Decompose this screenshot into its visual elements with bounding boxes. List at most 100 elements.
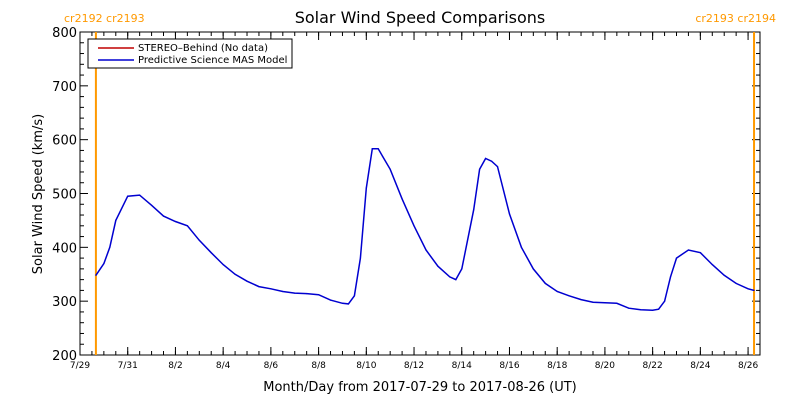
legend-label-mas-model: Predictive Science MAS Model	[138, 55, 287, 66]
cr-marker-label: cr2193 cr2194	[695, 12, 776, 25]
series-point	[455, 279, 457, 281]
series-point	[210, 252, 212, 254]
series-point	[359, 257, 361, 259]
series-point	[318, 294, 320, 296]
x-tick-label: 8/6	[264, 361, 279, 371]
series-point	[628, 307, 630, 309]
series-point	[669, 276, 672, 278]
y-tick-label: 400	[52, 241, 77, 256]
series-point	[347, 303, 349, 305]
x-tick-label: 8/24	[690, 361, 710, 371]
x-tick-label: 8/14	[452, 361, 472, 371]
series-point	[735, 282, 737, 284]
series-point	[604, 302, 606, 304]
series-point	[592, 301, 594, 303]
y-axis-label: Solar Wind Speed (km/s)	[31, 114, 46, 274]
series-point	[508, 213, 511, 215]
y-tick-label: 700	[52, 80, 77, 95]
x-tick-label: 7/29	[70, 361, 90, 371]
series-line-1	[95, 148, 755, 312]
cr-marker-label: cr2192 cr2193	[64, 12, 145, 25]
series-point	[747, 288, 749, 290]
series-point	[532, 268, 534, 270]
series-point	[341, 302, 344, 304]
series-point	[139, 194, 141, 196]
series-point	[496, 166, 499, 168]
series-point	[461, 268, 463, 270]
series-point	[699, 252, 702, 254]
series-point	[234, 273, 236, 275]
series-point	[377, 148, 379, 150]
series-point	[115, 219, 117, 221]
series-point	[222, 264, 224, 266]
series-point	[723, 274, 725, 276]
series-point	[413, 225, 415, 227]
legend-label-stereo-behind: STEREO–Behind (No data)	[138, 43, 268, 54]
series-point	[109, 246, 111, 248]
plot-frame	[79, 31, 761, 356]
series-point	[198, 239, 200, 241]
series-point	[485, 157, 487, 160]
x-tick-label: 8/4	[216, 361, 231, 371]
legend: STEREO–Behind (No data) Predictive Scien…	[87, 38, 293, 69]
series-point	[282, 290, 284, 293]
series-point	[449, 276, 451, 278]
x-tick-label: 8/18	[547, 361, 567, 371]
x-tick-label: 8/2	[168, 361, 182, 371]
x-tick-label: 7/31	[118, 361, 138, 371]
x-tick-label: 8/22	[643, 361, 663, 371]
series-point	[652, 309, 654, 311]
series-point	[580, 299, 582, 301]
chart-title: Solar Wind Speed Comparisons	[295, 8, 546, 27]
series-point	[246, 280, 248, 282]
series-point	[365, 187, 367, 189]
series-point	[95, 274, 97, 276]
series-point	[568, 295, 570, 297]
series-point	[473, 209, 475, 211]
series-point	[664, 300, 666, 302]
y-tick-label: 500	[52, 188, 77, 203]
series-point	[270, 288, 272, 290]
y-tick-label: 300	[52, 295, 77, 310]
series-point	[687, 249, 690, 251]
x-tick-label: 8/20	[595, 361, 615, 371]
x-tick-label: 8/8	[311, 361, 326, 371]
series-point	[640, 309, 642, 311]
series-point	[306, 293, 308, 295]
x-tick-label: 8/12	[404, 361, 424, 371]
series-point	[437, 265, 439, 267]
series-point	[616, 302, 618, 304]
series-point	[401, 198, 403, 200]
series-point	[103, 262, 105, 265]
y-tick-label: 600	[52, 134, 77, 149]
series-point	[711, 264, 713, 266]
x-axis-label: Month/Day from 2017-07-29 to 2017-08-26 …	[263, 380, 576, 395]
series-point	[162, 215, 165, 217]
series-point	[127, 195, 129, 197]
series-point	[556, 290, 558, 293]
series-point	[294, 292, 296, 294]
x-tick-label: 8/10	[356, 361, 376, 371]
series-point	[753, 289, 755, 291]
series-point	[151, 204, 153, 206]
legend-box	[87, 38, 293, 69]
y-tick-label: 800	[52, 26, 77, 41]
series-point	[491, 160, 493, 162]
series-point	[479, 168, 481, 170]
series-point	[425, 249, 427, 251]
series-point	[520, 246, 523, 248]
series-point	[371, 148, 373, 150]
y-tick-label: 200	[52, 349, 77, 364]
series-point	[329, 299, 332, 301]
data-series	[95, 148, 755, 312]
series-point	[258, 286, 260, 288]
carrington-rotation-markers: cr2192 cr2193 cr2193 cr2194	[64, 12, 776, 355]
series-point	[353, 295, 355, 297]
series-point	[174, 220, 176, 223]
series-point	[658, 308, 660, 310]
series-point	[186, 225, 188, 227]
x-tick-label: 8/16	[499, 361, 519, 371]
series-point	[544, 282, 546, 284]
x-tick-label: 8/26	[738, 361, 758, 371]
